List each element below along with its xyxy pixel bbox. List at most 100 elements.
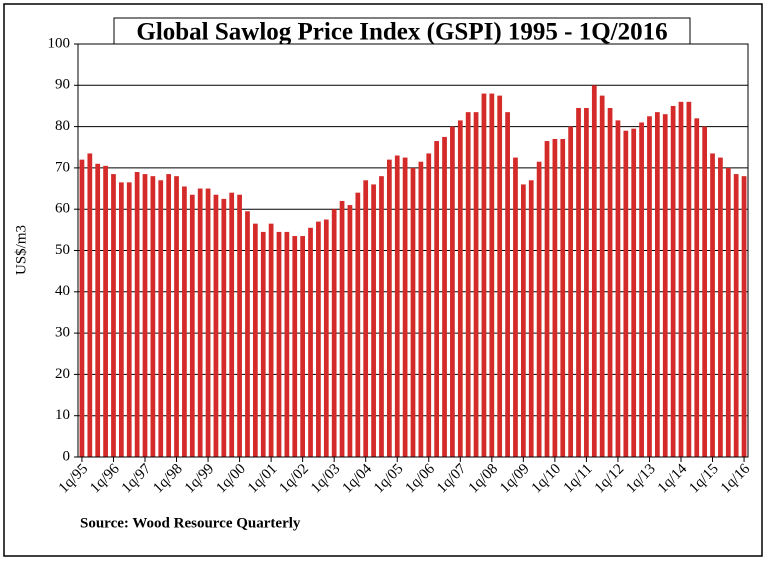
bar: [639, 122, 644, 457]
bar: [481, 93, 487, 457]
bar: [426, 153, 432, 457]
bar: [497, 95, 503, 457]
bar: [560, 138, 566, 458]
chart-title: Global Sawlog Price Index (GSPI) 1995 - …: [136, 19, 667, 46]
y-tick-label: 40: [55, 283, 70, 299]
bar: [221, 198, 227, 457]
bar: [686, 101, 692, 457]
bar: [536, 161, 542, 457]
bar: [520, 184, 526, 458]
title-box: [113, 17, 691, 49]
bar: [347, 205, 353, 457]
bar: [268, 223, 274, 457]
bar: [607, 108, 613, 457]
bar: [702, 126, 708, 457]
y-tick-label: 20: [55, 366, 70, 382]
y-tick-label: 50: [55, 242, 70, 258]
bar: [710, 153, 715, 457]
y-tick-label: 30: [55, 325, 70, 341]
y-tick-label: 10: [55, 407, 70, 423]
bar: [631, 128, 637, 458]
bar: [584, 108, 589, 457]
bar: [142, 174, 148, 457]
bar: [95, 163, 101, 457]
bar: [599, 95, 605, 457]
bar: [442, 136, 447, 458]
bar: [552, 138, 558, 458]
bar: [741, 176, 747, 457]
y-tick-label: 60: [55, 201, 70, 217]
bar: [733, 174, 739, 457]
bar: [87, 153, 93, 457]
bar: [158, 180, 164, 458]
bar: [331, 209, 337, 457]
bar: [150, 176, 156, 457]
bar: [355, 192, 361, 457]
bar: [465, 112, 471, 458]
bar: [205, 188, 211, 458]
bar: [174, 176, 179, 457]
bar: [276, 231, 282, 457]
bar: [402, 157, 408, 457]
bar: [410, 167, 416, 457]
bar: [568, 126, 574, 457]
bar: [292, 236, 298, 457]
bar: [79, 159, 85, 457]
bar: [371, 184, 376, 458]
bar: [434, 141, 440, 457]
bar: [615, 120, 621, 457]
bar: [111, 174, 116, 457]
bar: [678, 101, 684, 457]
bar: [134, 172, 140, 457]
bar: [252, 223, 258, 457]
bar: [694, 118, 700, 457]
bar: [725, 167, 731, 457]
bar: [576, 108, 581, 457]
bar: [670, 105, 676, 457]
bar: [418, 161, 424, 457]
bar: [245, 211, 250, 457]
bar: [513, 157, 518, 457]
bar: [386, 159, 392, 457]
bar: [103, 165, 108, 457]
bar: [544, 141, 550, 457]
bar: [591, 85, 597, 458]
bar: [237, 194, 242, 457]
bar: [505, 112, 510, 458]
bar: [450, 126, 455, 457]
bar: [379, 176, 384, 457]
source: Source: Wood Resource Quarterly: [80, 515, 301, 531]
bar: [662, 114, 668, 458]
bar: [182, 186, 187, 458]
bar: [394, 155, 400, 457]
bar: [260, 231, 266, 457]
y-tick-label: 70: [55, 159, 70, 175]
y-axis-label: US$/m3: [13, 225, 29, 275]
bar: [528, 180, 534, 458]
y-tick-label: 100: [48, 35, 71, 51]
bar: [323, 219, 329, 457]
bar: [284, 231, 290, 457]
bar: [339, 200, 345, 457]
bar: [308, 227, 313, 457]
y-tick-label: 0: [63, 448, 71, 464]
y-tick-label: 80: [55, 118, 70, 134]
y-tick-label: 90: [55, 77, 70, 93]
bar: [118, 182, 124, 458]
bar: [300, 236, 306, 457]
bar: [647, 116, 652, 458]
bar: [473, 112, 479, 458]
bar: [229, 192, 235, 457]
bar: [316, 221, 321, 457]
bar: [126, 182, 132, 458]
bar: [197, 188, 203, 458]
bar: [654, 112, 660, 458]
bar: [363, 180, 369, 458]
bar: [166, 174, 172, 457]
bar: [623, 130, 629, 458]
bar: [489, 93, 495, 457]
bar: [213, 194, 219, 457]
bar: [189, 194, 195, 457]
bar: [457, 120, 463, 457]
